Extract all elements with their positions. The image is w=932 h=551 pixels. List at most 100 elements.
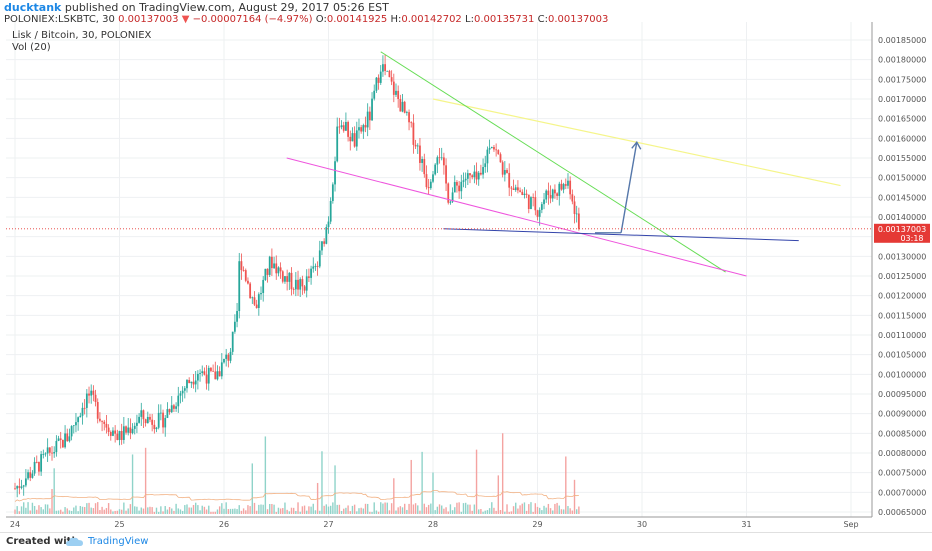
volume-bar	[364, 503, 367, 514]
chart-grid	[6, 22, 872, 517]
candle-body	[244, 270, 247, 281]
support-line	[443, 228, 799, 242]
volume-bar	[380, 502, 382, 514]
date-tick-label: 25	[114, 520, 124, 529]
candle-body	[212, 370, 215, 372]
volume-bar	[197, 505, 199, 514]
candle-body	[525, 193, 528, 195]
volume-bar	[460, 511, 463, 514]
candle-body	[569, 180, 572, 195]
volume-bar	[360, 507, 362, 514]
volume-bar	[310, 506, 312, 514]
candle-body	[183, 388, 186, 391]
volume-ma-line	[14, 490, 579, 502]
candle-body	[99, 418, 101, 421]
volume-bar	[79, 505, 82, 514]
candle-body	[194, 380, 197, 385]
candle-body	[157, 412, 160, 428]
candle-body	[477, 172, 480, 180]
candle-body	[290, 272, 293, 290]
candle-body	[242, 270, 245, 271]
candle-body	[162, 412, 164, 428]
volume-bar	[64, 507, 66, 514]
candle-body	[362, 125, 365, 132]
volume-bar	[83, 507, 86, 514]
candle-body	[107, 427, 110, 433]
candle-body	[419, 145, 421, 163]
volume-bar	[573, 479, 576, 514]
volume-bar	[14, 509, 16, 514]
volume-bar	[395, 510, 397, 514]
volume-bar	[458, 502, 460, 514]
high-value: 0.00142702	[401, 14, 462, 25]
candle-body	[279, 267, 282, 272]
candle-body	[449, 201, 452, 203]
candle-body	[414, 144, 417, 147]
date-tick-label: 26	[219, 520, 229, 529]
volume-bar	[23, 502, 25, 514]
candle-body	[532, 197, 535, 198]
volume-bar	[478, 509, 480, 514]
volume-bar	[29, 510, 31, 514]
volume-bar	[16, 506, 18, 514]
volume-bar	[260, 504, 262, 514]
candle-body	[456, 182, 458, 186]
candle-body	[303, 286, 306, 291]
candle-body	[253, 297, 256, 305]
candle-body	[83, 407, 86, 409]
volume-bar	[225, 502, 227, 514]
price-tick-label: 0.00070000	[878, 488, 926, 497]
volume-bar	[510, 511, 513, 514]
candle-body	[144, 419, 147, 424]
candle-body	[210, 367, 212, 371]
volume-bar	[375, 510, 378, 514]
volume-bar	[97, 502, 99, 514]
candle-body	[536, 210, 539, 217]
legend-title[interactable]: Lisk / Bitcoin, 30, POLONIEX	[12, 30, 152, 41]
candle-body	[310, 268, 312, 278]
volume-bar	[49, 508, 51, 514]
volume-bar	[20, 506, 23, 514]
volume-bar	[262, 504, 264, 514]
down-arrow-icon: ▼	[181, 14, 190, 25]
legend-volume[interactable]: Vol (20)	[12, 42, 51, 53]
candle-body	[408, 112, 410, 123]
volume-bar	[149, 506, 151, 514]
volume-bar	[558, 505, 560, 514]
price-tick-label: 0.00140000	[878, 213, 926, 222]
candle-body	[325, 227, 328, 244]
candle-body	[338, 126, 341, 128]
volume-bar	[506, 504, 508, 514]
candle-body	[227, 354, 230, 361]
volume-bar	[299, 511, 301, 514]
volume-bar	[532, 511, 534, 514]
volume-bar	[464, 502, 467, 514]
tradingview-logo-text[interactable]: TradingView	[88, 536, 149, 547]
volume-bar	[38, 505, 40, 514]
volume-bar	[194, 502, 197, 514]
candle-body	[358, 127, 360, 131]
candle-body	[231, 331, 234, 352]
candle-body	[567, 180, 569, 186]
candle-body	[286, 276, 289, 282]
volume-bar	[434, 510, 436, 514]
trend-drawings	[6, 51, 872, 277]
volume-bar	[232, 508, 234, 514]
candle-body	[345, 121, 347, 131]
candle-body	[175, 406, 178, 409]
candle-body	[170, 405, 173, 413]
volume-bar	[46, 504, 49, 514]
candle-body	[543, 199, 545, 205]
close-value: 0.00137003	[547, 14, 609, 25]
candle-body	[223, 358, 225, 363]
volume-bar	[179, 509, 182, 514]
author-name[interactable]: ducktank	[4, 1, 62, 14]
footer-bar: Created with TradingView	[0, 532, 932, 551]
candle-body	[512, 188, 515, 190]
candle-body	[399, 98, 402, 112]
volume-bar	[297, 502, 299, 514]
volume-bar	[449, 504, 452, 514]
candle-body	[249, 283, 252, 299]
candle-body	[16, 486, 19, 489]
